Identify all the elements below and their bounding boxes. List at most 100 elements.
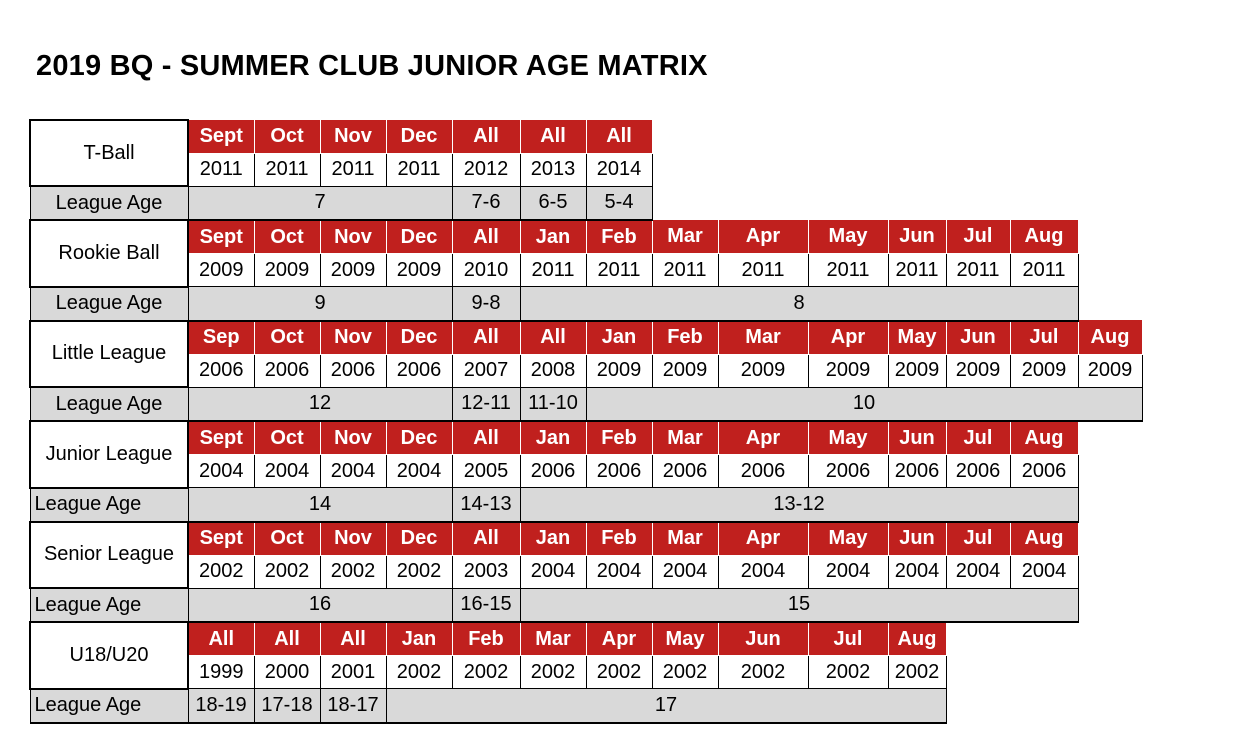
year-cell: 2004: [717, 554, 809, 589]
empty-cell: [946, 153, 1010, 186]
empty-cell: [1010, 689, 1078, 723]
page-title: 2019 BQ - SUMMER CLUB JUNIOR AGE MATRIX: [36, 50, 708, 82]
month-cell: All: [451, 219, 521, 254]
month-cell: All: [585, 119, 653, 154]
empty-cell: [946, 689, 1010, 723]
year-cell: 2006: [319, 353, 387, 388]
month-cell: Sept: [187, 219, 255, 254]
league-age-cell: 9-8: [451, 286, 521, 322]
year-cell: 2009: [1077, 353, 1143, 388]
empty-cell: [1010, 120, 1078, 153]
year-cell: 2004: [945, 554, 1011, 589]
empty-cell: [1078, 455, 1142, 488]
year-cell: 2002: [253, 554, 321, 589]
month-cell: Sept: [187, 119, 255, 154]
empty-cell: [1078, 622, 1142, 656]
year-cell: 2002: [585, 655, 653, 689]
year-cell: 2004: [807, 554, 889, 589]
empty-cell: [1078, 588, 1142, 622]
year-cell: 2006: [717, 454, 809, 488]
league-age-label: League Age: [29, 587, 189, 623]
month-cell: Jun: [945, 320, 1011, 355]
month-cell: Apr: [717, 420, 809, 455]
year-cell: 2002: [319, 554, 387, 589]
month-cell: All: [451, 420, 521, 455]
month-cell: Aug: [1077, 320, 1143, 355]
division-name: Rookie Ball: [29, 219, 189, 288]
month-cell: Aug: [1009, 420, 1079, 455]
league-age-cell: 14: [187, 487, 453, 523]
month-cell: May: [807, 420, 889, 455]
empty-cell: [1078, 120, 1142, 153]
month-cell: Feb: [585, 219, 653, 254]
year-row: 2009 2009 2009 2009 2010 2011 2011 2011 2011 2011…: [30, 253, 1142, 287]
league-age-cell: 5-4: [585, 185, 653, 221]
month-cell: All: [451, 521, 521, 556]
year-row: 2006 2006 2006 2006 2007 2008 2009 2009 2009 2009…: [30, 353, 1143, 388]
empty-cell: [652, 186, 718, 220]
month-cell: Oct: [253, 521, 321, 556]
month-cell: Feb: [651, 320, 719, 355]
league-age-row: League Age 14 14-13 13-12: [29, 487, 1142, 523]
year-cell: 2001: [319, 655, 387, 689]
year-cell: 2006: [253, 353, 321, 388]
year-cell: 2011: [887, 253, 947, 287]
empty-cell: [1078, 689, 1142, 723]
empty-cell: [1078, 254, 1142, 287]
month-cell: Apr: [717, 219, 809, 254]
league-age-cell: 12: [187, 386, 453, 422]
month-cell: Dec: [385, 119, 453, 154]
year-cell: 2009: [319, 253, 387, 287]
year-cell: 2004: [253, 454, 321, 488]
league-age-row: League Age 12 12-11 11-10 10: [29, 386, 1143, 422]
month-cell: Jun: [717, 621, 809, 656]
empty-cell: [1078, 220, 1142, 254]
month-cell: Feb: [451, 621, 521, 656]
division-name: Senior League: [29, 520, 189, 589]
year-cell: 2006: [945, 454, 1011, 488]
league-age-cell: 14-13: [451, 487, 521, 523]
month-cell: All: [519, 320, 587, 355]
empty-cell: [946, 656, 1010, 689]
month-cell: Mar: [651, 521, 719, 556]
year-cell: 2011: [807, 253, 889, 287]
empty-cell: [808, 153, 888, 186]
league-age-cell: 11-10: [519, 386, 587, 422]
year-cell: 2002: [807, 655, 889, 689]
year-cell: 2011: [253, 152, 321, 187]
empty-cell: [946, 186, 1010, 220]
league-age-cell: 18-17: [319, 688, 387, 724]
year-cell: 2006: [651, 454, 719, 488]
empty-cell: [946, 120, 1010, 153]
league-age-label: League Age: [29, 688, 189, 724]
league-age-cell: 12-11: [451, 386, 521, 422]
year-cell: 2002: [519, 655, 587, 689]
year-cell: 1999: [187, 655, 255, 689]
year-cell: 2006: [807, 454, 889, 488]
month-cell: Nov: [319, 320, 387, 355]
month-cell: Jan: [519, 420, 587, 455]
year-cell: 2013: [519, 152, 587, 187]
month-cell: Apr: [585, 621, 653, 656]
year-cell: 2004: [1009, 554, 1079, 589]
empty-cell: [888, 153, 946, 186]
age-matrix-table: T-Ball Sept Oct Nov Dec All All All 2011 2011 2011…: [29, 119, 1143, 724]
month-cell: Jan: [519, 219, 587, 254]
league-age-cell: 18-19: [187, 688, 255, 724]
year-cell: 2011: [187, 152, 255, 187]
empty-cell: [718, 186, 808, 220]
month-row: U18/U20 All All All Jan Feb Mar Apr May Jun Jul Aug: [29, 621, 1142, 690]
year-cell: 2009: [945, 353, 1011, 388]
month-cell: Nov: [319, 420, 387, 455]
month-cell: Apr: [807, 320, 889, 355]
year-cell: 2011: [319, 152, 387, 187]
year-row: 1999 2000 2001 2002 2002 2002 2002 2002 2002 2002…: [30, 655, 1142, 689]
month-cell: Jan: [385, 621, 453, 656]
empty-cell: [1078, 421, 1142, 455]
year-cell: 2009: [717, 353, 809, 388]
league-age-label: League Age: [29, 386, 189, 422]
month-cell: Nov: [319, 119, 387, 154]
league-age-cell: 16: [187, 587, 453, 623]
year-cell: 2002: [451, 655, 521, 689]
empty-cell: [718, 120, 808, 153]
